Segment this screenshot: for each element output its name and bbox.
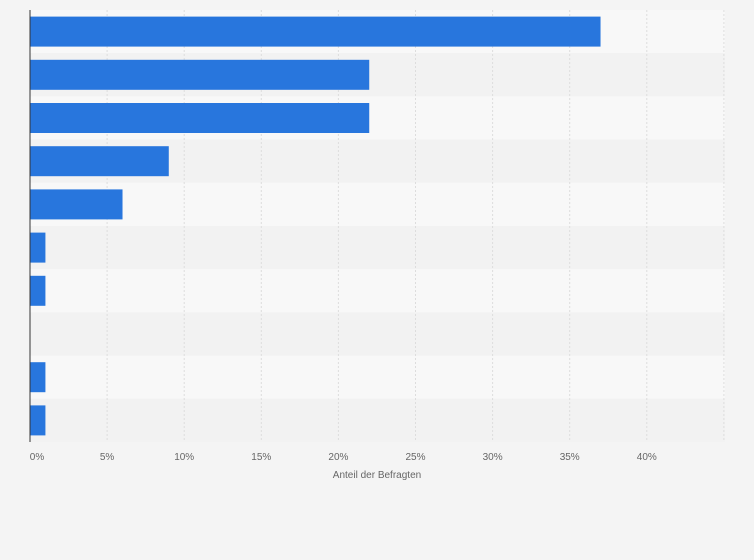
row-band xyxy=(30,226,725,270)
bar xyxy=(30,103,370,133)
x-tick-label: 35% xyxy=(560,452,580,463)
row-band xyxy=(30,312,725,356)
bars-group xyxy=(30,16,601,436)
x-tick-label: 20% xyxy=(328,452,348,463)
x-tick-label: 40% xyxy=(637,452,657,463)
bar xyxy=(30,59,370,90)
bar xyxy=(30,232,46,263)
bar xyxy=(30,405,46,436)
x-tick-label: 0% xyxy=(30,452,45,463)
x-tick-label: 15% xyxy=(251,452,271,463)
bar xyxy=(30,362,46,393)
row-bands xyxy=(30,10,725,442)
bar xyxy=(30,275,46,306)
x-tick-label: 25% xyxy=(405,452,425,463)
row-band xyxy=(30,182,725,226)
x-tick-label: 5% xyxy=(100,452,115,463)
row-band xyxy=(30,398,725,442)
x-tick-label: 30% xyxy=(483,452,503,463)
bar xyxy=(30,16,601,47)
x-axis-title: Anteil der Befragten xyxy=(333,470,421,481)
bar xyxy=(30,146,169,177)
row-band xyxy=(30,269,725,313)
x-tick-labels: 0% 5% 10% 15% 20% 25% 30% 35% 40% xyxy=(30,452,657,463)
bar xyxy=(30,189,123,220)
x-tick-label: 10% xyxy=(174,452,194,463)
row-band xyxy=(30,355,725,399)
